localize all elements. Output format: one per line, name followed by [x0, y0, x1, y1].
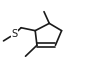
Text: S: S: [11, 29, 17, 39]
